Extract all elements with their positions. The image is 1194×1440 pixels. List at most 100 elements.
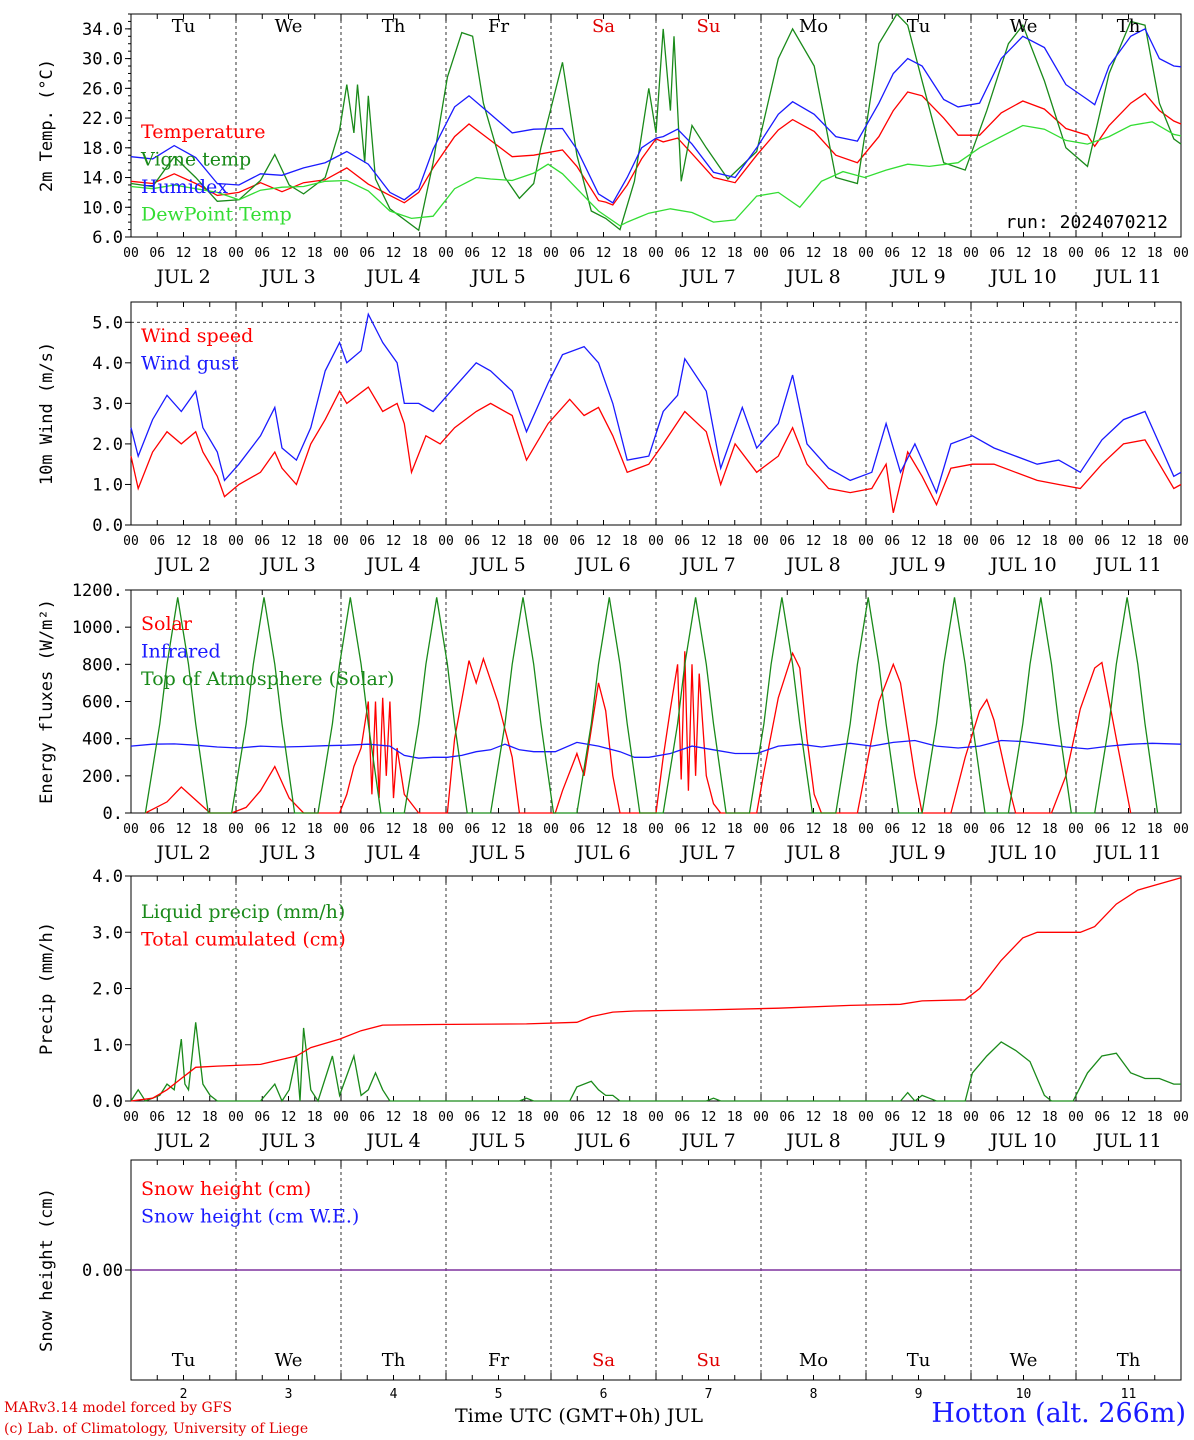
panel-energy: 0. 200. 400. 600. 800. 1000. 1200. Energy fluxe… xyxy=(37,581,1189,864)
hour-tick-label: 00 xyxy=(333,246,349,261)
y-tick-label: 3.0 xyxy=(92,394,123,414)
hour-tick-label: 06 xyxy=(359,534,375,549)
hour-tick-label: 12 xyxy=(596,1110,612,1125)
hour-tick-label: 06 xyxy=(149,246,165,261)
hour-tick-label: 12 xyxy=(1121,822,1137,837)
day-name: Tu xyxy=(172,1350,196,1371)
legend-entry: Vigne temp xyxy=(140,149,251,171)
hour-tick-label: 12 xyxy=(1016,1110,1032,1125)
y-tick-label: 10.0 xyxy=(82,198,123,218)
day-name: Th xyxy=(1117,1350,1141,1371)
hour-tick-label: 12 xyxy=(596,246,612,261)
hour-tick-label: 00 xyxy=(858,246,874,261)
date-label: JUL 4 xyxy=(364,554,420,576)
date-label: JUL 2 xyxy=(154,554,210,576)
date-label: JUL 7 xyxy=(679,842,735,864)
hour-tick-label: 18 xyxy=(832,1110,848,1125)
credit-line-2: (c) Lab. of Climatology, University of L… xyxy=(4,1421,309,1437)
legend-entry: Solar xyxy=(141,613,193,635)
hour-tick-label: 00 xyxy=(543,822,559,837)
hour-tick-label: 00 xyxy=(543,1110,559,1125)
hour-tick-label: 12 xyxy=(701,246,717,261)
legend-entry: Wind gust xyxy=(141,353,239,375)
hour-tick-label: 18 xyxy=(412,534,428,549)
hour-tick-label: 00 xyxy=(123,534,139,549)
hour-tick-label: 06 xyxy=(674,1110,690,1125)
hour-tick-label: 12 xyxy=(176,246,192,261)
y-tick-label: 2.0 xyxy=(92,435,123,455)
day-name: Th xyxy=(382,16,406,37)
hour-tick-label: 00 xyxy=(753,822,769,837)
hour-tick-label: 18 xyxy=(1042,1110,1058,1125)
date-label: JUL 4 xyxy=(364,842,420,864)
hour-tick-label: 18 xyxy=(727,822,743,837)
date-label: JUL 9 xyxy=(889,266,945,288)
hour-tick-label: 06 xyxy=(779,1110,795,1125)
plot-frame xyxy=(130,589,1182,814)
date-label: JUL 10 xyxy=(988,266,1056,288)
day-name: Su xyxy=(697,1350,721,1371)
date-label: JUL 9 xyxy=(889,1130,945,1152)
panel-temp: 6.0 10.0 14.0 18.0 22.0 26.0 30.0 34.0 2m Temp. … xyxy=(37,12,1189,288)
hour-tick-label: 12 xyxy=(1121,534,1137,549)
hour-tick-label: 12 xyxy=(596,534,612,549)
hour-tick-label: 00 xyxy=(543,534,559,549)
date-label: JUL 2 xyxy=(154,1130,210,1152)
hour-tick-label: 00 xyxy=(228,534,244,549)
hour-tick-label: 18 xyxy=(1042,822,1058,837)
hour-tick-label: 00 xyxy=(228,822,244,837)
hour-tick-label: 18 xyxy=(937,822,953,837)
day-name: Tu xyxy=(172,16,196,37)
date-label: JUL 11 xyxy=(1093,842,1161,864)
y-tick-label: 34.0 xyxy=(82,20,123,40)
hour-tick-label: 00 xyxy=(1173,822,1189,837)
hour-tick-label: 06 xyxy=(359,822,375,837)
hour-tick-label: 06 xyxy=(359,246,375,261)
hour-tick-label: 18 xyxy=(202,246,218,261)
date-number: 10 xyxy=(1016,1387,1032,1402)
date-label: JUL 3 xyxy=(259,842,315,864)
hour-tick-label: 00 xyxy=(228,1110,244,1125)
series-line xyxy=(130,739,1182,759)
hour-tick-label: 12 xyxy=(1121,246,1137,261)
hour-tick-label: 06 xyxy=(149,822,165,837)
hour-tick-label: 18 xyxy=(307,822,323,837)
hour-tick-label: 12 xyxy=(911,822,927,837)
hour-tick-label: 06 xyxy=(254,246,270,261)
hour-tick-label: 18 xyxy=(832,822,848,837)
hour-tick-label: 00 xyxy=(963,246,979,261)
panel-wind: 0.0 1.0 2.0 3.0 4.0 5.0 10m Wind (m/s) Wind spe… xyxy=(37,301,1189,576)
panel-precip: 0.0 1.0 2.0 3.0 4.0 Precip (mm/h) Liquid preci… xyxy=(37,867,1189,1152)
series-line xyxy=(145,651,1132,814)
hour-tick-label: 06 xyxy=(989,822,1005,837)
hour-tick-label: 06 xyxy=(779,246,795,261)
hour-tick-label: 18 xyxy=(727,534,743,549)
y-tick-label: 1200. xyxy=(72,581,123,601)
hour-tick-label: 00 xyxy=(648,246,664,261)
y-axis-label: Precip (mm/h) xyxy=(37,922,57,1055)
hour-tick-label: 18 xyxy=(1042,246,1058,261)
hour-tick-label: 12 xyxy=(1016,822,1032,837)
date-label: JUL 3 xyxy=(259,266,315,288)
hour-tick-label: 06 xyxy=(884,822,900,837)
y-tick-label: 3.0 xyxy=(92,923,123,943)
hour-tick-label: 06 xyxy=(569,534,585,549)
hour-tick-label: 18 xyxy=(832,534,848,549)
hour-tick-label: 12 xyxy=(491,534,507,549)
hour-tick-label: 18 xyxy=(517,1110,533,1125)
hour-tick-label: 12 xyxy=(1016,246,1032,261)
hour-tick-label: 00 xyxy=(753,246,769,261)
y-tick-label: 0.00 xyxy=(82,1261,123,1281)
y-tick-label: 6.0 xyxy=(92,228,123,248)
hour-tick-label: 06 xyxy=(254,534,270,549)
hour-tick-label: 12 xyxy=(491,246,507,261)
hour-tick-label: 06 xyxy=(359,1110,375,1125)
hour-tick-label: 18 xyxy=(517,246,533,261)
series-line xyxy=(130,1022,1181,1103)
date-label: JUL 3 xyxy=(259,1130,315,1152)
hour-tick-label: 12 xyxy=(1016,534,1032,549)
date-number: 6 xyxy=(600,1387,608,1402)
date-label: JUL 9 xyxy=(889,554,945,576)
hour-tick-label: 00 xyxy=(438,822,454,837)
date-number: 8 xyxy=(810,1387,818,1402)
